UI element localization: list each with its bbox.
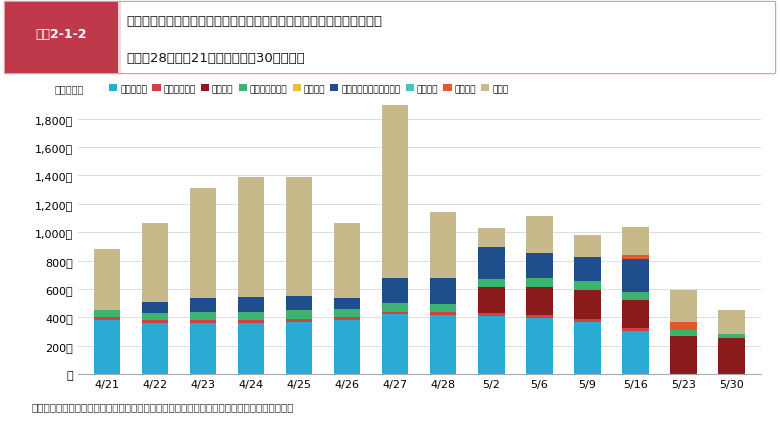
Bar — [142, 303, 168, 313]
Bar — [94, 310, 120, 317]
FancyBboxPatch shape — [4, 2, 775, 74]
FancyBboxPatch shape — [5, 3, 118, 74]
Bar — [286, 310, 312, 319]
FancyBboxPatch shape — [121, 3, 775, 74]
Bar — [718, 338, 745, 374]
Text: 担当業務：: 担当業務： — [55, 84, 84, 94]
Bar — [478, 313, 505, 316]
Bar — [382, 304, 409, 312]
Bar — [478, 287, 505, 313]
Bar — [286, 178, 312, 296]
Text: 図表2-1-2: 図表2-1-2 — [35, 28, 87, 41]
Bar — [670, 330, 697, 336]
Bar — [142, 224, 168, 303]
Bar — [430, 212, 456, 279]
Bar — [478, 248, 505, 280]
Bar — [334, 224, 360, 298]
Bar — [382, 90, 409, 279]
Bar — [622, 255, 649, 260]
Bar — [670, 322, 697, 330]
Bar — [574, 236, 601, 258]
Bar — [238, 178, 264, 298]
Bar — [526, 318, 552, 374]
Text: （平成28年４月21日～同年５月30日まで）: （平成28年４月21日～同年５月30日まで） — [126, 52, 305, 64]
Bar — [142, 313, 168, 320]
Bar — [478, 228, 505, 248]
Bar — [670, 290, 697, 322]
Bar — [430, 279, 456, 305]
Bar — [622, 260, 649, 292]
Bar — [526, 315, 552, 318]
Bar — [190, 323, 216, 374]
Legend: 避難所運営, り災証明業務, 物資関係, 医療・保健関係, 災害ごみ, 宅地・建築物危険度判定, 水道関係, 教育支援, その他: 避難所運営, り災証明業務, 物資関係, 医療・保健関係, 災害ごみ, 宅地・建… — [106, 81, 512, 97]
Bar — [430, 315, 456, 374]
Bar — [430, 313, 456, 315]
Bar — [670, 336, 697, 374]
Bar — [574, 282, 601, 290]
Bar — [94, 320, 120, 374]
Bar — [190, 320, 216, 323]
Bar — [574, 322, 601, 374]
Bar — [142, 320, 168, 323]
Bar — [238, 312, 264, 320]
Bar — [526, 254, 552, 279]
Bar — [190, 188, 216, 298]
Bar — [526, 287, 552, 315]
Bar — [574, 319, 601, 322]
Text: 大都市及び指定都市市長会等との協定に基づく熊本市への職員派遣状況: 大都市及び指定都市市長会等との協定に基づく熊本市への職員派遣状況 — [126, 15, 382, 28]
Bar — [334, 320, 360, 374]
Bar — [190, 313, 216, 320]
Bar — [190, 298, 216, 313]
Bar — [526, 279, 552, 287]
Bar — [142, 323, 168, 374]
Bar — [478, 280, 505, 287]
Bar — [622, 300, 649, 328]
Bar — [286, 296, 312, 310]
Bar — [382, 312, 409, 315]
Bar — [622, 328, 649, 331]
Bar — [94, 250, 120, 310]
Bar — [622, 331, 649, 374]
Bar — [574, 290, 601, 319]
Bar — [238, 298, 264, 312]
Bar — [478, 316, 505, 374]
Text: 出典：熊本地震を踏まえた応急対策・生活支援策検討ワーキンググループ（第４回）資料より: 出典：熊本地震を踏まえた応急対策・生活支援策検討ワーキンググループ（第４回）資料… — [31, 401, 294, 412]
Bar — [622, 227, 649, 255]
Bar — [334, 298, 360, 310]
Bar — [382, 279, 409, 304]
Bar — [382, 315, 409, 374]
Bar — [94, 317, 120, 320]
Bar — [526, 216, 552, 254]
Bar — [718, 310, 745, 334]
Bar — [718, 334, 745, 338]
Bar — [286, 319, 312, 322]
Bar — [574, 258, 601, 282]
Bar — [238, 323, 264, 374]
Bar — [430, 305, 456, 313]
Bar — [334, 310, 360, 317]
Bar — [286, 322, 312, 374]
Bar — [238, 320, 264, 323]
Bar — [622, 292, 649, 300]
Bar — [334, 317, 360, 320]
